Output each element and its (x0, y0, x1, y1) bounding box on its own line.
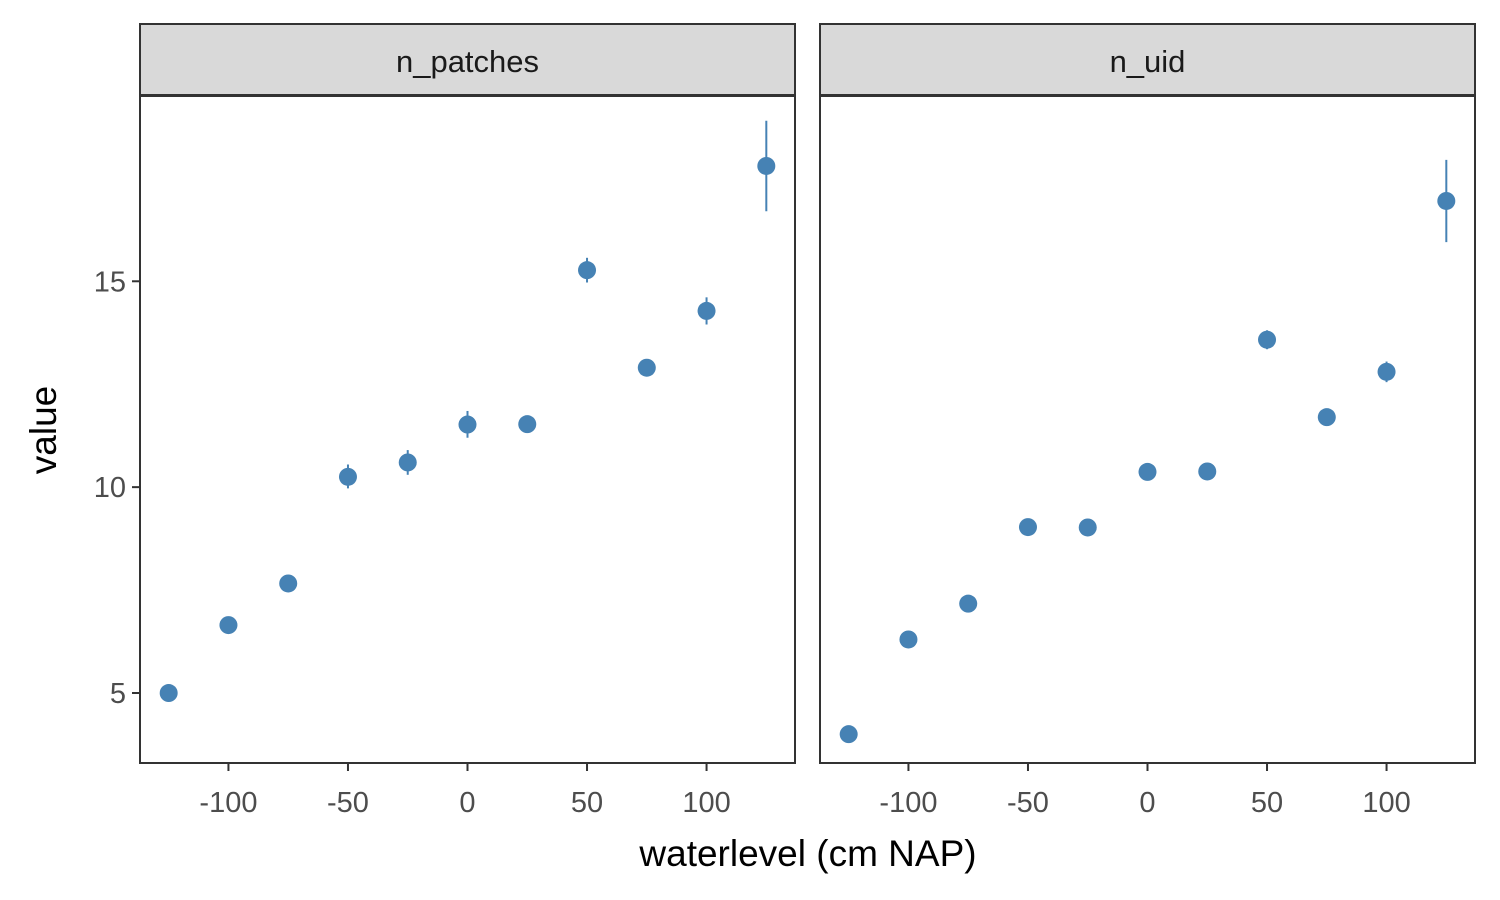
y-axis: 5 10 15 (94, 266, 140, 710)
data-point (578, 261, 597, 280)
data-point (518, 415, 537, 434)
facet-strip (139, 23, 796, 96)
x-tick-label: 50 (1251, 787, 1283, 819)
y-tick-label: 10 (94, 472, 126, 504)
data-point (1437, 191, 1456, 210)
facet-strip-label: n_uid (1110, 44, 1186, 79)
data-point (697, 301, 716, 320)
x-tick-label: 0 (459, 787, 475, 819)
x-tick-label: -50 (1007, 787, 1049, 819)
data-point (1198, 462, 1217, 481)
data-point (338, 467, 357, 486)
data-point (1258, 330, 1277, 349)
data-point (219, 616, 238, 635)
x-tick-label: -50 (327, 787, 369, 819)
x-axis-title: waterlevel (cm NAP) (638, 833, 976, 874)
x-tick-label: -100 (199, 787, 257, 819)
x-tick-label: 100 (1362, 787, 1410, 819)
x-tick-label: 50 (571, 787, 603, 819)
x-tick-label: 0 (1139, 787, 1155, 819)
y-tick-label: 5 (110, 678, 126, 710)
data-point (1018, 518, 1037, 537)
data-point (398, 453, 417, 472)
panel-border (819, 95, 1476, 764)
facet-panel-n_patches: n_patches -100 -50 0 50 100 (139, 23, 796, 819)
data-point (959, 594, 978, 613)
data-point (1078, 518, 1097, 537)
data-point (1138, 462, 1157, 481)
data-point (839, 725, 858, 744)
data-point (637, 358, 656, 377)
y-tick-label: 15 (94, 266, 126, 298)
data-point (458, 415, 477, 434)
data-point (757, 156, 776, 175)
facet-strip-label: n_patches (396, 44, 539, 79)
data-point (159, 684, 178, 703)
x-tick-label: 100 (682, 787, 730, 819)
data-point (1377, 362, 1396, 381)
facet-panel-n_uid: n_uid -100 -50 0 50 100 (819, 23, 1476, 819)
data-point (279, 574, 298, 593)
y-axis-title: value (23, 386, 64, 474)
x-tick-label: -100 (879, 787, 937, 819)
data-point (1317, 408, 1336, 427)
data-point (899, 630, 918, 649)
facet-panels: n_patches -100 -50 0 50 100 n_uid -100 -50 0 50 100 (139, 23, 1476, 819)
